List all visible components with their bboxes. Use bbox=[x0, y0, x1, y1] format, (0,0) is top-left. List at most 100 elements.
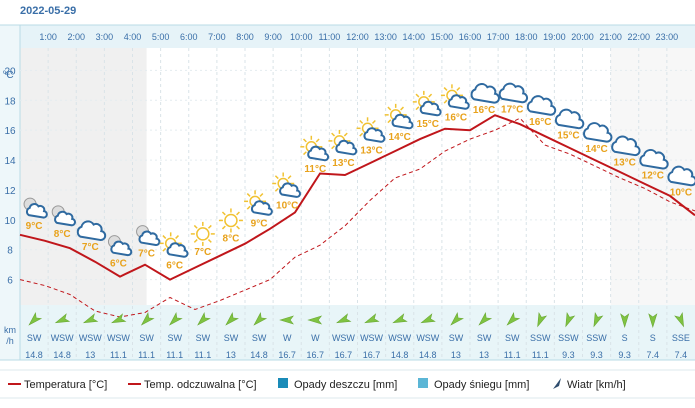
sun-ray bbox=[162, 235, 167, 239]
sun-ray bbox=[359, 132, 364, 137]
legend-label: Temperatura [°C] bbox=[24, 379, 107, 391]
wind-speed-label: 13 bbox=[85, 350, 95, 360]
wind-arrow-shape bbox=[593, 311, 604, 328]
sun-ray bbox=[387, 106, 392, 111]
hour-band bbox=[20, 25, 695, 48]
cloud-shape bbox=[391, 113, 414, 130]
wind-speed-label: 14.8 bbox=[53, 350, 71, 360]
wind-direction-label: SW bbox=[252, 333, 267, 343]
hour-label: 16:00 bbox=[459, 32, 482, 42]
temperature-label: 10°C bbox=[670, 187, 692, 198]
temperature-label: 13°C bbox=[360, 145, 382, 156]
cloud-shape bbox=[335, 139, 358, 156]
wind-unit-part: km bbox=[4, 325, 16, 335]
wind-direction-label: SW bbox=[139, 333, 154, 343]
wind-direction-label: SSE bbox=[672, 333, 690, 343]
wind-arrow-icon bbox=[28, 311, 43, 326]
wind-speed-label: 9.3 bbox=[562, 350, 575, 360]
sun-ray bbox=[315, 138, 320, 143]
cloud-icon bbox=[639, 149, 669, 170]
temperature-label: 6°C bbox=[110, 259, 127, 270]
wind-arrow-icon bbox=[253, 311, 268, 326]
hour-label: 2:00 bbox=[67, 32, 85, 42]
wind-arrow-shape bbox=[478, 311, 493, 326]
wind-arrow-shape bbox=[364, 313, 380, 324]
wind-arrow-shape bbox=[169, 311, 183, 326]
wind-arrow-shape bbox=[225, 311, 239, 326]
wind-speed-label: 13 bbox=[479, 350, 489, 360]
sun-ray bbox=[246, 193, 251, 197]
wind-arrow-shape bbox=[82, 313, 99, 324]
hour-label: 5:00 bbox=[152, 32, 170, 42]
wind-direction-label: WSW bbox=[360, 333, 383, 343]
temperature-line bbox=[19, 114, 695, 281]
wind-speed-label: 16.7 bbox=[307, 350, 325, 360]
wind-arrow-shape bbox=[565, 311, 576, 328]
y-tick-label: 18 bbox=[4, 96, 16, 107]
sun-ray bbox=[415, 106, 420, 111]
sun-ray bbox=[359, 119, 364, 124]
wind-speed-label: 9.3 bbox=[590, 350, 603, 360]
temperature-label: 7°C bbox=[138, 249, 155, 260]
wind-speed-label: 16.7 bbox=[278, 350, 296, 360]
hour-label: 7:00 bbox=[208, 32, 226, 42]
sun-ray bbox=[400, 106, 404, 111]
legend-bg bbox=[0, 370, 695, 398]
cloud-sun-icon bbox=[328, 129, 358, 156]
temperature-label: 13°C bbox=[614, 157, 636, 168]
wind-speed-label: 11.1 bbox=[504, 350, 521, 360]
wind-speed-label: 11.1 bbox=[138, 350, 155, 360]
hour-label: 13:00 bbox=[374, 32, 397, 42]
hour-label: 1:00 bbox=[39, 32, 57, 42]
legend-square-swatch bbox=[418, 378, 428, 388]
wind-arrow-icon bbox=[111, 313, 127, 324]
cloud-shape bbox=[447, 94, 470, 110]
cloud-shape bbox=[110, 240, 133, 257]
legend-item: Opady śniegu [mm] bbox=[418, 378, 529, 391]
wind-direction-label: SSW bbox=[586, 333, 607, 343]
wind-speed-label: 7.4 bbox=[647, 350, 660, 360]
y-tick-label: 10 bbox=[4, 216, 16, 227]
wind-arrow-shape bbox=[506, 311, 521, 326]
temperature-label: 7°C bbox=[194, 247, 211, 258]
wind-speed-label: 14.8 bbox=[391, 350, 409, 360]
temperature-label: 11°C bbox=[304, 164, 326, 175]
wind-speed-label: 7.4 bbox=[675, 350, 688, 360]
wind-arrow-icon bbox=[537, 311, 548, 328]
wind-direction-label: W bbox=[283, 333, 292, 343]
legend-item: Wiatr [km/h] bbox=[553, 378, 626, 391]
wind-speed-label: 14.8 bbox=[419, 350, 437, 360]
wind-arrow-icon bbox=[336, 313, 352, 324]
sun-ray bbox=[274, 175, 279, 180]
y-tick-label: 20 bbox=[4, 66, 16, 77]
wind-arrow-icon bbox=[506, 311, 521, 326]
sun-ray bbox=[221, 211, 226, 216]
wind-arrow-icon bbox=[478, 311, 493, 326]
hour-label: 3:00 bbox=[96, 32, 114, 42]
sun-ray bbox=[303, 151, 307, 156]
sun-ray bbox=[331, 132, 336, 137]
sun-icon bbox=[190, 221, 215, 246]
temperature-label: 16°C bbox=[473, 105, 495, 116]
hour-label: 9:00 bbox=[264, 32, 282, 42]
cloud-icon bbox=[470, 83, 500, 104]
hour-label: 12:00 bbox=[346, 32, 369, 42]
temperature-label: 15°C bbox=[557, 130, 579, 141]
temperature-label: 12°C bbox=[642, 171, 664, 182]
legend-label: Opady śniegu [mm] bbox=[434, 379, 529, 391]
sun-ray bbox=[387, 119, 392, 124]
wind-arrow-shape bbox=[307, 315, 323, 325]
hour-label: 17:00 bbox=[487, 32, 510, 42]
wind-arrow-shape bbox=[279, 315, 294, 325]
hour-label: 4:00 bbox=[124, 32, 142, 42]
cloud-shape bbox=[25, 203, 48, 219]
wind-arrow-shape bbox=[54, 313, 71, 324]
wind-arrow-shape bbox=[28, 311, 43, 326]
temperature-label: 10°C bbox=[276, 200, 298, 211]
cloud-moon-icon bbox=[136, 225, 161, 246]
cloud-icon bbox=[554, 108, 585, 130]
legend-label: Wiatr [km/h] bbox=[567, 379, 626, 391]
cloud-shape bbox=[554, 108, 585, 130]
temperature-label: 14°C bbox=[585, 144, 607, 155]
sun-ray bbox=[287, 175, 292, 180]
